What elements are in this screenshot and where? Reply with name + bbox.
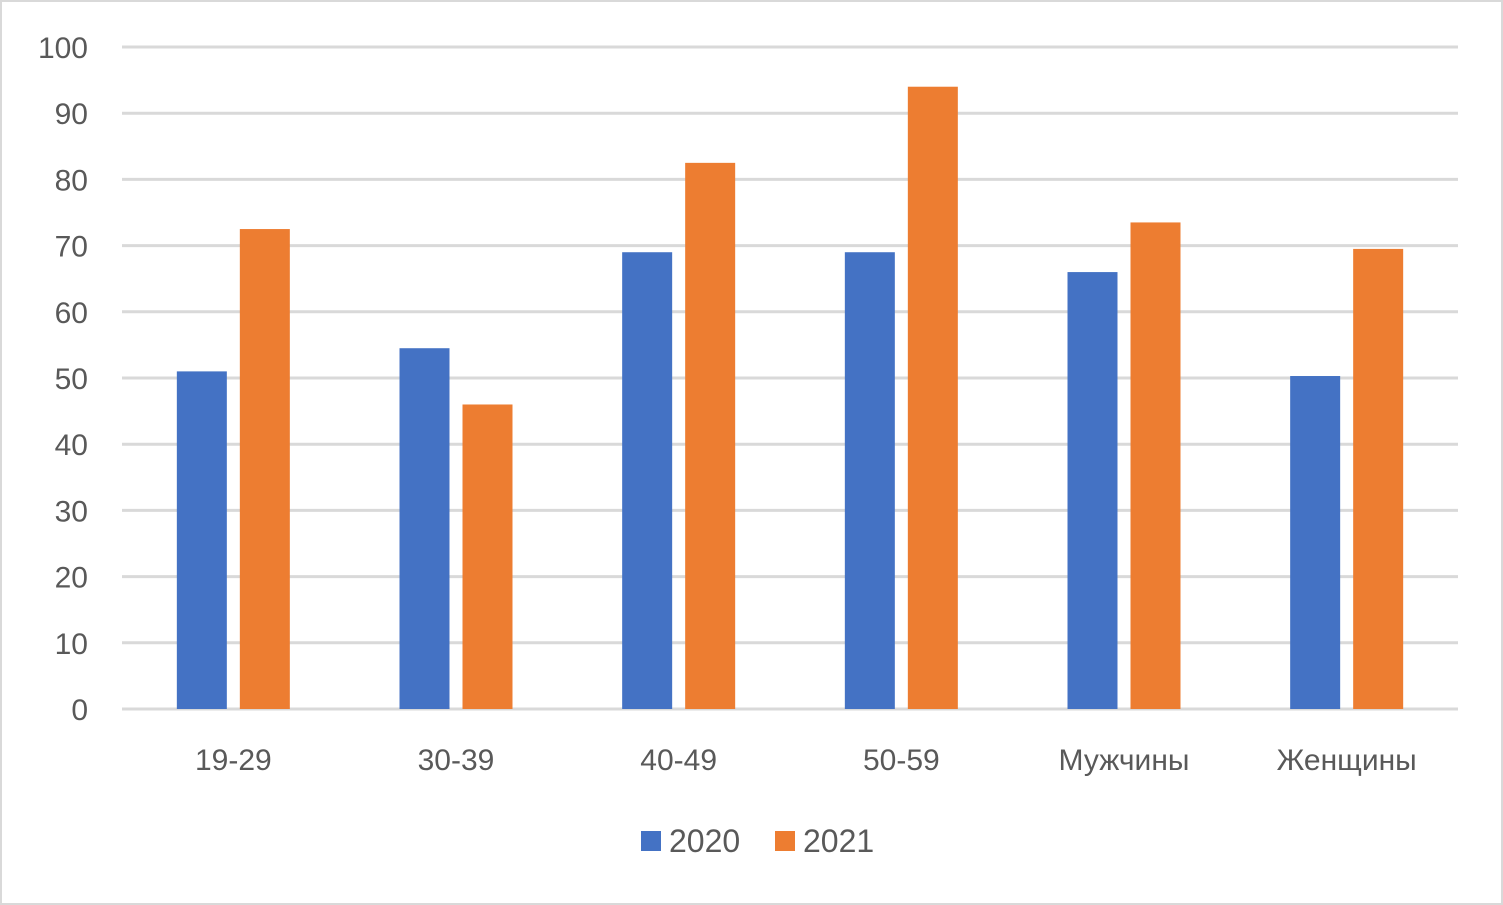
y-tick-label: 70 [55,231,88,264]
bar-2020-Женщины [1290,376,1341,709]
y-tick-label: 60 [55,297,88,330]
y-tick-label: 90 [55,98,88,131]
legend-swatch-2020 [641,831,661,851]
y-axis: 0 10 20 30 40 50 60 70 80 90 100 [38,32,88,727]
bar-2021-19-29 [239,229,290,710]
y-tick-label: 30 [55,495,88,528]
x-tick-label: Мужчины [1059,744,1190,777]
legend: 2020 2021 [641,823,874,859]
bar-2020-19-29 [176,371,227,709]
bar-2021-Мужчины [1130,222,1181,709]
legend-label: 2021 [803,823,874,859]
gridlines [122,45,1458,711]
y-tick-label: 0 [71,694,88,727]
bar-2021-50-59 [907,86,958,710]
bar-2020-40-49 [622,252,673,709]
bar-2020-50-59 [844,252,895,709]
x-tick-label: 30-39 [418,744,495,777]
y-tick-label: 50 [55,363,88,396]
y-tick-label: 40 [55,429,88,462]
y-tick-label: 100 [38,32,88,65]
y-tick-label: 20 [55,562,88,595]
y-tick-label: 10 [55,628,88,661]
bar-2020-30-39 [399,348,450,709]
x-tick-label: Женщины [1277,744,1417,777]
x-tick-label: 40-49 [640,744,717,777]
bar-2021-40-49 [685,162,736,710]
bar-2021-30-39 [462,404,513,709]
bar-2020-Мужчины [1067,272,1118,709]
x-tick-label: 19-29 [195,744,272,777]
x-tick-label: 50-59 [863,744,940,777]
legend-swatch-2021 [775,831,795,851]
x-axis: 19-29 30-39 40-49 50-59 Мужчины Женщины [195,744,1417,777]
y-tick-label: 80 [55,164,88,197]
legend-label: 2020 [669,823,740,859]
bar-2021-Женщины [1353,248,1404,709]
bars [176,86,1404,710]
